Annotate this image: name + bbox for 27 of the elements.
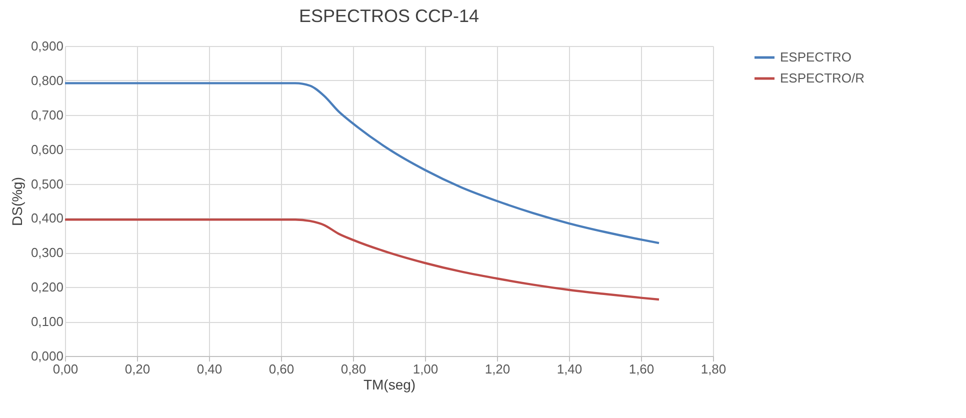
chart-title: ESPECTROS CCP-14	[298, 6, 480, 26]
x-tick-label: 0,80	[340, 362, 366, 376]
legend-label: ESPECTRO	[780, 50, 852, 64]
y-tick-label: 0,900	[30, 38, 64, 54]
y-tick-label: 0,500	[30, 176, 64, 192]
legend-label: ESPECTRO/R	[780, 70, 865, 86]
line-series	[64, 218, 660, 301]
y-tick-label: 0,300	[30, 245, 64, 260]
y-tick-label: 0,600	[30, 142, 64, 157]
y-tick-label: 0,700	[30, 107, 64, 122]
x-tick-label: 1,20	[484, 362, 510, 376]
line-series	[64, 82, 660, 244]
x-tick-label: 1,80	[700, 362, 726, 376]
y-tick-label: 0,800	[30, 72, 64, 88]
x-tick-label: 0,60	[268, 362, 294, 376]
x-axis-title: TM(seg)	[363, 376, 416, 392]
x-tick-label: 1,00	[412, 362, 438, 376]
y-tick-label: 0,100	[30, 314, 64, 330]
y-tick-label: 0,000	[30, 348, 64, 364]
x-tick-label: 1,60	[628, 362, 654, 376]
y-tick-label: 0,400	[30, 210, 64, 226]
x-tick-label: 0,00	[52, 362, 78, 376]
y-tick-label: 0,200	[30, 280, 64, 295]
x-tick-label: 0,40	[196, 362, 222, 376]
x-tick-label: 0,20	[124, 362, 150, 376]
x-tick-label: 1,40	[556, 362, 582, 376]
y-axis-title: DS(%g)	[8, 176, 25, 226]
